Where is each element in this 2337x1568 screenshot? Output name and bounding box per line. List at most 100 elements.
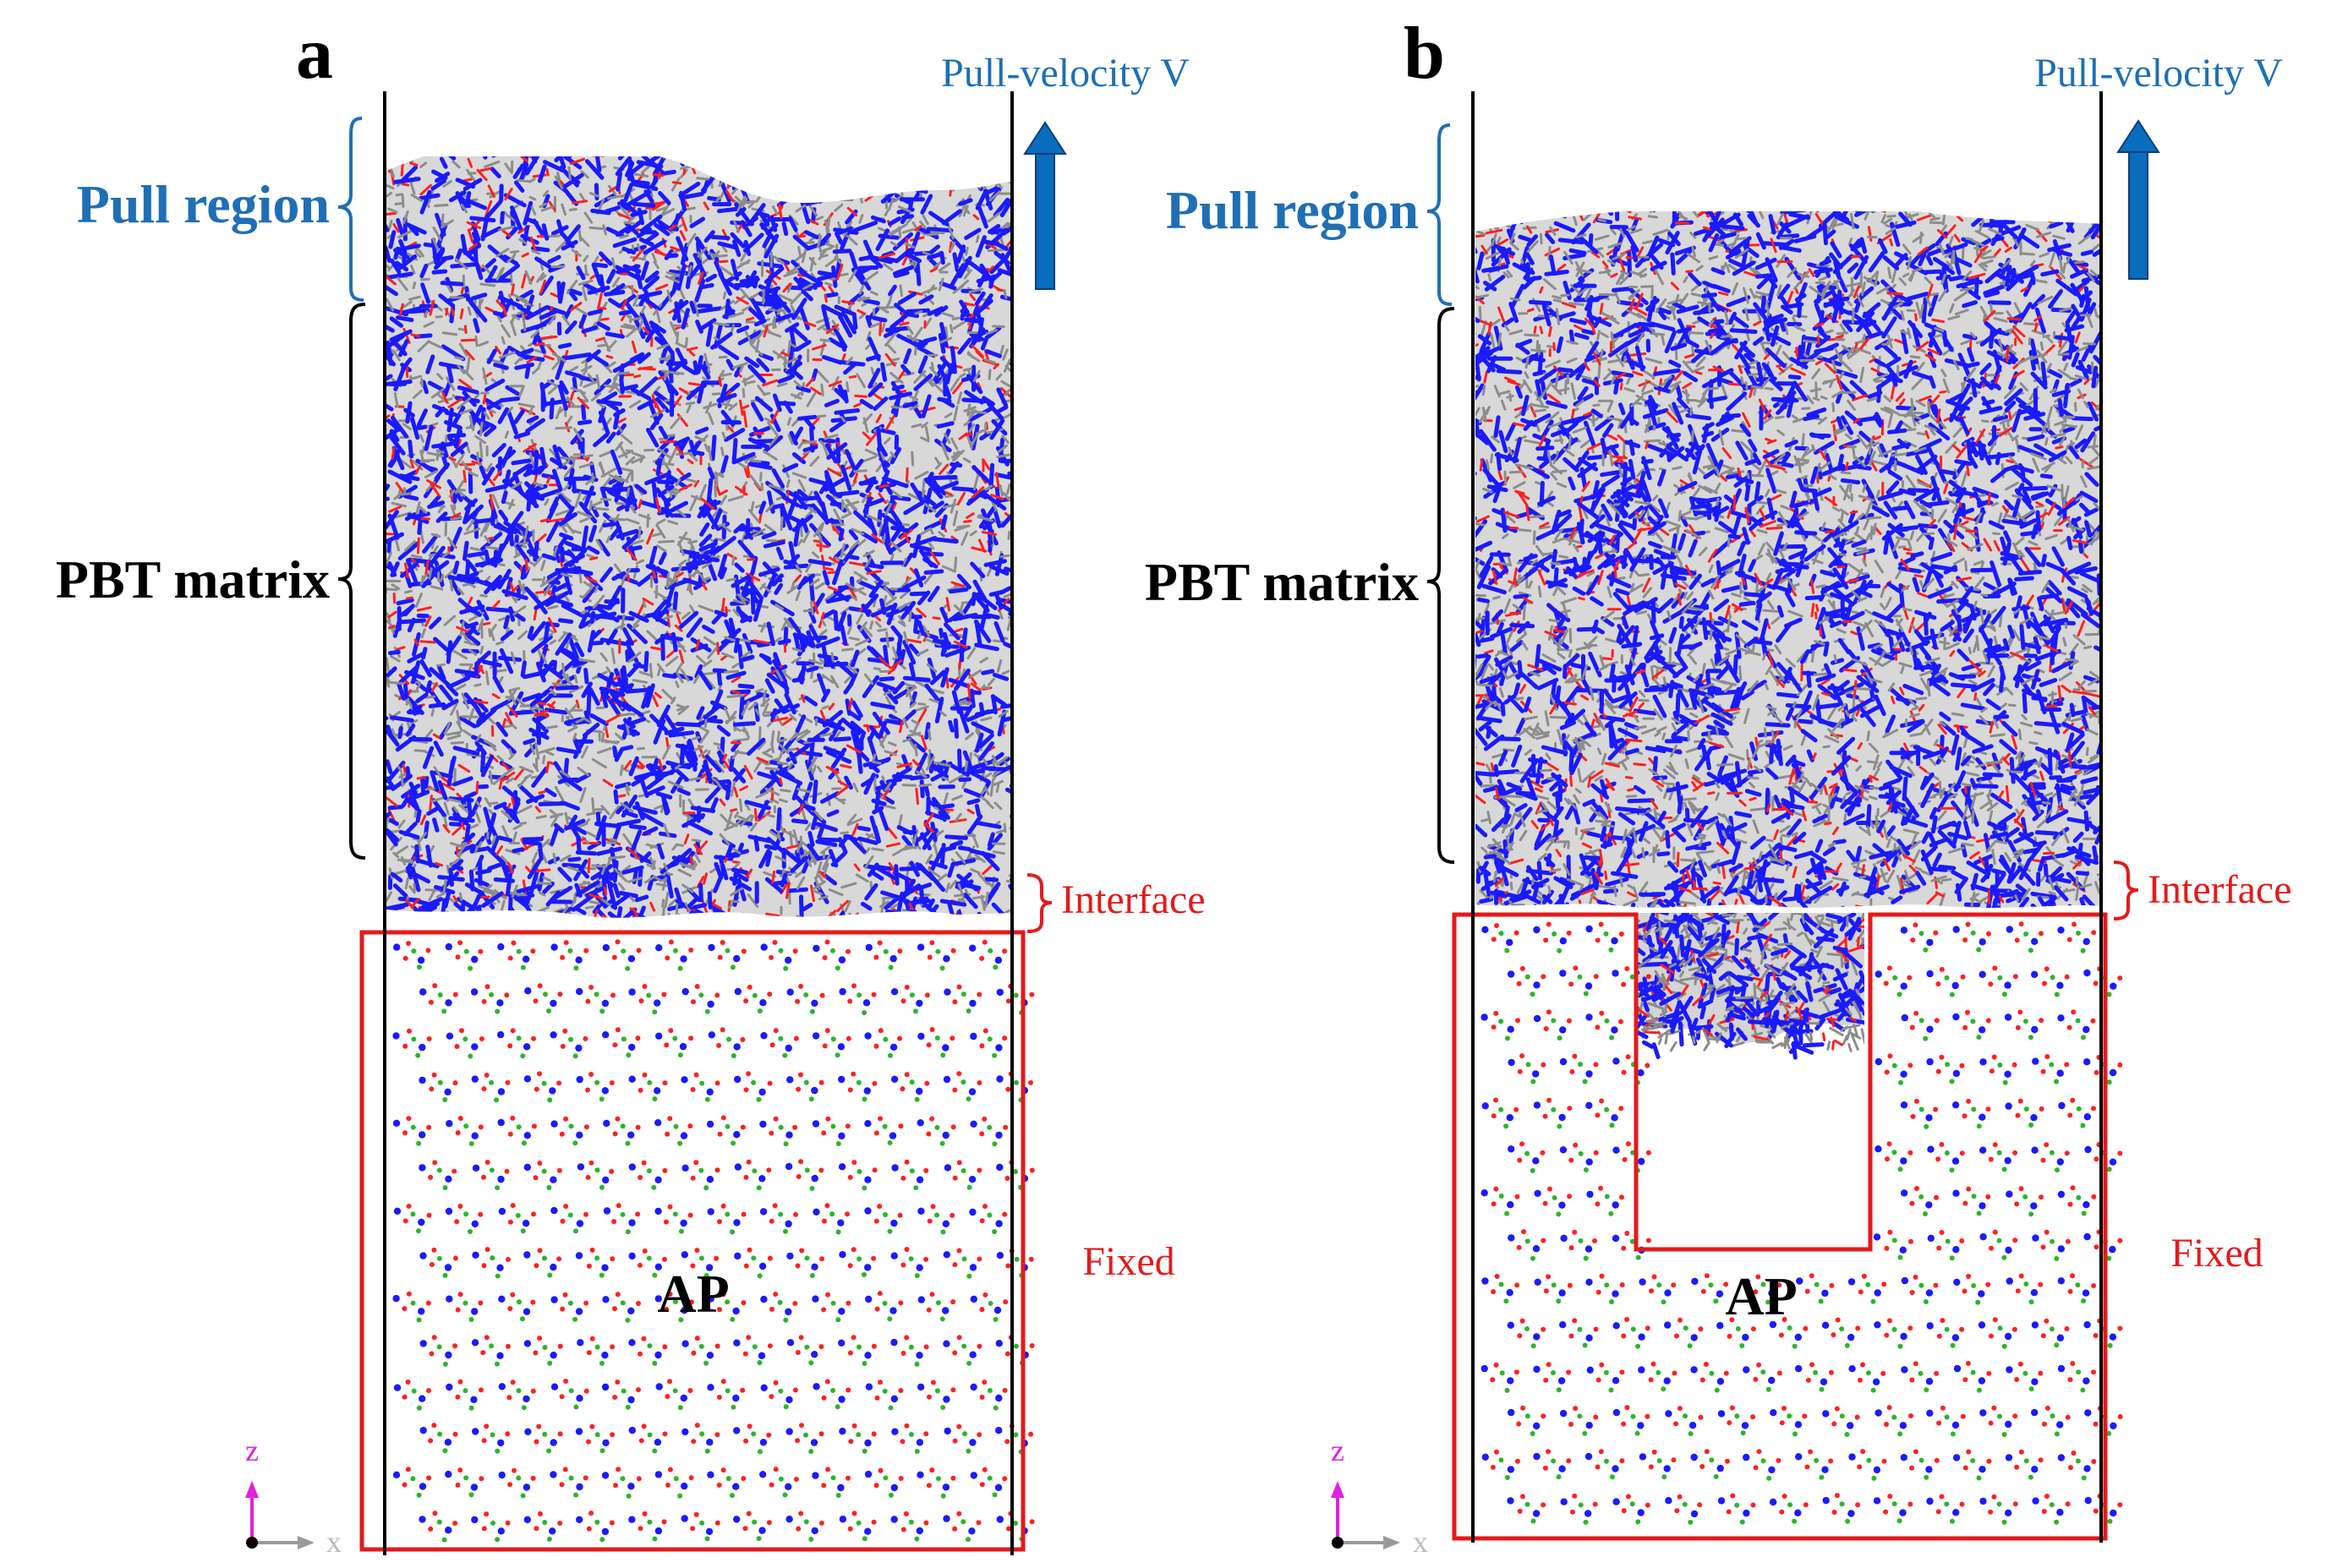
polymer-bond — [566, 396, 576, 407]
polymer-bond — [408, 295, 421, 301]
polymer-bond — [385, 891, 392, 902]
polymer-bond — [844, 146, 849, 151]
polymer-bond — [848, 636, 860, 642]
polymer-bond — [786, 417, 792, 426]
polymer-bond — [639, 311, 653, 336]
polymer-bond — [574, 773, 591, 784]
polymer-bond — [702, 561, 712, 569]
polymer-bond — [821, 303, 844, 318]
polymer-bond — [752, 147, 766, 148]
polymer-bond — [962, 205, 969, 217]
polymer-bond — [732, 861, 741, 871]
polymer-bond — [741, 700, 750, 716]
polymer-bond — [845, 505, 851, 515]
polymer-bond — [402, 183, 410, 187]
polymer-bond — [415, 858, 440, 869]
polymer-bond — [578, 881, 590, 887]
polymer-bond — [567, 391, 575, 408]
polymer-bond — [612, 746, 618, 759]
polymer-bond — [602, 522, 616, 527]
polymer-bond — [796, 730, 811, 742]
polymer-bond — [419, 193, 441, 200]
polymer-bond — [698, 282, 714, 290]
polymer-bond — [717, 554, 728, 577]
polymer-bond — [498, 778, 503, 790]
polymer-bond — [819, 340, 826, 357]
polymer-bond — [750, 459, 762, 463]
polymer-bond — [610, 647, 616, 664]
polymer-bond — [679, 743, 686, 766]
polymer-bond — [573, 674, 578, 684]
polymer-bond — [1003, 289, 1008, 299]
polymer-bond — [653, 260, 660, 270]
polymer-bond — [491, 156, 497, 158]
polymer-bond — [850, 649, 860, 668]
polymer-bond — [725, 424, 735, 433]
polymer-bond — [410, 265, 416, 275]
polymer-bond — [784, 146, 797, 150]
polymer-bond — [563, 757, 569, 778]
polymer-bond — [676, 331, 680, 343]
polymer-bond — [618, 205, 630, 217]
polymer-bond — [945, 676, 950, 689]
polymer-bond — [745, 316, 755, 321]
polymer-bond — [840, 763, 852, 769]
polymer-bond — [533, 481, 544, 489]
polymer-bond — [435, 890, 448, 899]
polymer-bond — [834, 203, 844, 212]
polymer-bond — [487, 244, 509, 264]
polymer-bond — [656, 843, 665, 860]
panel-a-letter: a — [296, 13, 333, 95]
polymer-bond — [846, 381, 850, 393]
polymer-bond — [642, 275, 660, 292]
polymer-bond — [566, 467, 575, 489]
polymer-bond — [977, 382, 982, 390]
polymer-bond — [455, 683, 467, 691]
polymer-bond — [686, 141, 701, 144]
polymer-bond — [591, 797, 595, 814]
polymer-bond — [646, 528, 654, 545]
polymer-bond — [421, 445, 425, 454]
polymer-bond — [724, 619, 734, 636]
polymer-bond — [966, 814, 983, 835]
polymer-bond — [518, 822, 528, 825]
polymer-bond — [713, 872, 724, 893]
polymer-bond — [549, 639, 556, 645]
polymer-bond — [840, 512, 852, 519]
polymer-bond — [446, 407, 454, 433]
polymer-bond — [578, 462, 594, 469]
polymer-bond — [944, 834, 968, 840]
polymer-bond — [698, 724, 709, 733]
polymer-bond — [957, 337, 972, 355]
polymer-bond — [530, 775, 539, 779]
polymer-bond — [588, 226, 604, 231]
polymer-bond — [491, 600, 501, 609]
polymer-bond — [802, 781, 813, 806]
polymer-bond — [921, 143, 932, 150]
polymer-bond — [564, 717, 583, 725]
polymer-bond — [620, 745, 634, 751]
polymer-bond — [443, 801, 450, 816]
polymer-bond — [385, 156, 386, 159]
polymer-bond — [774, 582, 784, 595]
polymer-bond — [627, 159, 633, 182]
polymer-bond — [878, 233, 900, 240]
polymer-bond — [796, 414, 818, 421]
polymer-bond — [508, 841, 520, 845]
polymer-bond — [594, 604, 613, 610]
polymer-bond — [397, 541, 420, 560]
polymer-bond — [816, 673, 829, 697]
polymer-bond — [567, 856, 582, 862]
polymer-bond — [561, 203, 567, 216]
polymer-bond — [729, 756, 735, 773]
polymer-bond — [763, 450, 778, 461]
polymer-bond — [609, 805, 621, 820]
polymer-bond — [933, 382, 945, 395]
polymer-bond — [654, 375, 667, 380]
polymer-bond — [500, 210, 505, 225]
polymer-bond — [609, 517, 626, 522]
polymer-bond — [449, 579, 454, 592]
polymer-bond — [638, 526, 642, 539]
polymer-bond — [581, 919, 589, 921]
polymer-bond — [467, 551, 486, 558]
